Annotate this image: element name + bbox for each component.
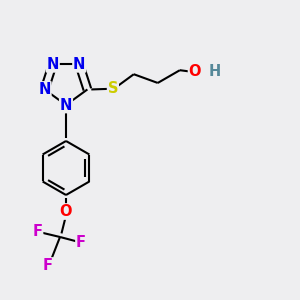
Text: F: F	[32, 224, 43, 238]
Text: O: O	[60, 204, 72, 219]
Text: N: N	[60, 98, 72, 112]
Text: N: N	[73, 57, 85, 72]
Text: N: N	[38, 82, 51, 97]
Text: H: H	[208, 64, 220, 79]
Text: N: N	[46, 57, 59, 72]
Text: F: F	[76, 236, 86, 250]
Text: O: O	[189, 64, 201, 79]
Text: F: F	[43, 258, 53, 273]
Text: S: S	[108, 81, 118, 96]
